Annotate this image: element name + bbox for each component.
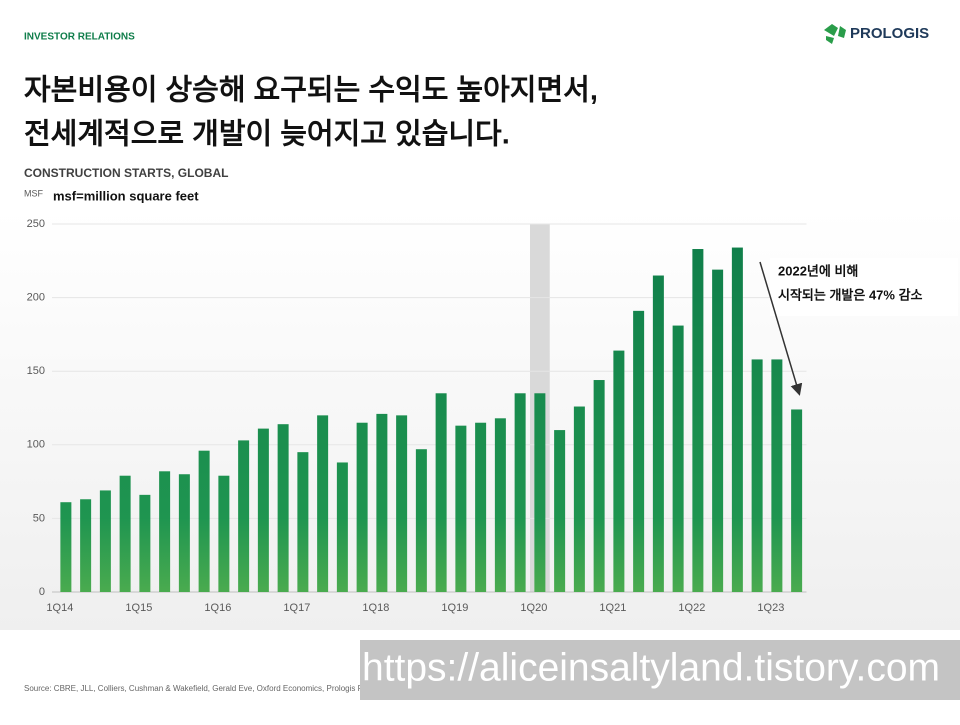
logo-icon <box>824 24 846 44</box>
bar <box>198 450 210 592</box>
x-tick-label: 1Q20 <box>520 602 547 614</box>
annotation-arrow <box>759 261 803 396</box>
bar <box>613 350 625 592</box>
bar <box>475 422 487 592</box>
bar <box>159 471 171 592</box>
y-tick-label: 0 <box>39 586 45 598</box>
bar <box>257 428 269 592</box>
y-tick-label: 150 <box>27 365 45 377</box>
bar <box>573 406 585 592</box>
bar <box>178 474 190 592</box>
bar <box>60 502 72 592</box>
bar <box>554 430 566 592</box>
bar <box>652 275 664 592</box>
x-tick-label: 1Q18 <box>362 602 389 614</box>
x-tick-label: 1Q21 <box>599 602 626 614</box>
bar <box>672 325 684 592</box>
bar <box>277 424 289 592</box>
bar <box>494 418 506 592</box>
y-tick-label: 250 <box>27 218 45 230</box>
bar <box>791 409 803 592</box>
x-tick-label: 1Q17 <box>283 602 310 614</box>
bar <box>633 310 645 592</box>
bar <box>731 247 743 592</box>
bar <box>396 415 408 592</box>
annotation-box <box>770 258 958 316</box>
bar <box>692 249 704 593</box>
x-tick-label: 1Q22 <box>678 602 705 614</box>
x-tick-label: 1Q14 <box>46 602 73 614</box>
y-axis-label: MSF <box>24 188 44 198</box>
bar <box>119 475 131 592</box>
annotation: 2022년에 비해 <box>778 263 858 278</box>
bar <box>139 494 151 592</box>
bar <box>297 452 309 592</box>
bar <box>415 449 427 592</box>
bar <box>376 413 388 592</box>
bar <box>712 269 724 592</box>
note-box <box>48 186 228 206</box>
source: Source: CBRE, JLL, Colliers, Cushman & W… <box>24 684 394 693</box>
plot: 0 50 100 150 200 250 1Q14 1Q15 1Q16 1Q17 1Q18 1Q19 1… <box>27 218 807 614</box>
bar <box>317 415 329 592</box>
bar <box>80 499 92 592</box>
bar <box>534 393 546 592</box>
bar <box>435 393 447 592</box>
bar <box>751 359 763 592</box>
x-tick-label: 1Q19 <box>441 602 468 614</box>
y-tick-label: 200 <box>27 292 45 304</box>
bar <box>218 475 230 592</box>
watermark: https://aliceinsaltyland.tistory.com <box>362 646 940 689</box>
bar <box>771 359 783 592</box>
slide-title: 전세계적으로 개발이 늦어지고 있습니다. <box>24 118 510 151</box>
x-tick-label: 1Q23 <box>757 602 784 614</box>
x-tick-label: 1Q16 <box>204 602 231 614</box>
bar <box>455 425 467 592</box>
bar <box>238 440 250 592</box>
bar <box>593 380 605 592</box>
bar <box>356 422 368 592</box>
chart-title: CONSTRUCTION STARTS, GLOBAL <box>24 166 228 180</box>
y-tick-label: 100 <box>27 439 45 451</box>
bar <box>336 462 348 592</box>
bar <box>99 490 111 592</box>
section-label: INVESTOR RELATIONS <box>24 32 135 43</box>
bar <box>514 393 526 592</box>
watermark-box <box>360 640 960 700</box>
unit-note: msf=million square feet <box>53 188 199 203</box>
annotation: 시작되는 개발은 47% 감소 <box>778 287 923 302</box>
y-tick-label: 50 <box>33 512 45 524</box>
logo-text: PROLOGIS <box>850 25 929 42</box>
slide-title: 자본비용이 상승해 요구되는 수익도 높아지면서, <box>24 74 598 107</box>
x-tick-label: 1Q15 <box>125 602 152 614</box>
